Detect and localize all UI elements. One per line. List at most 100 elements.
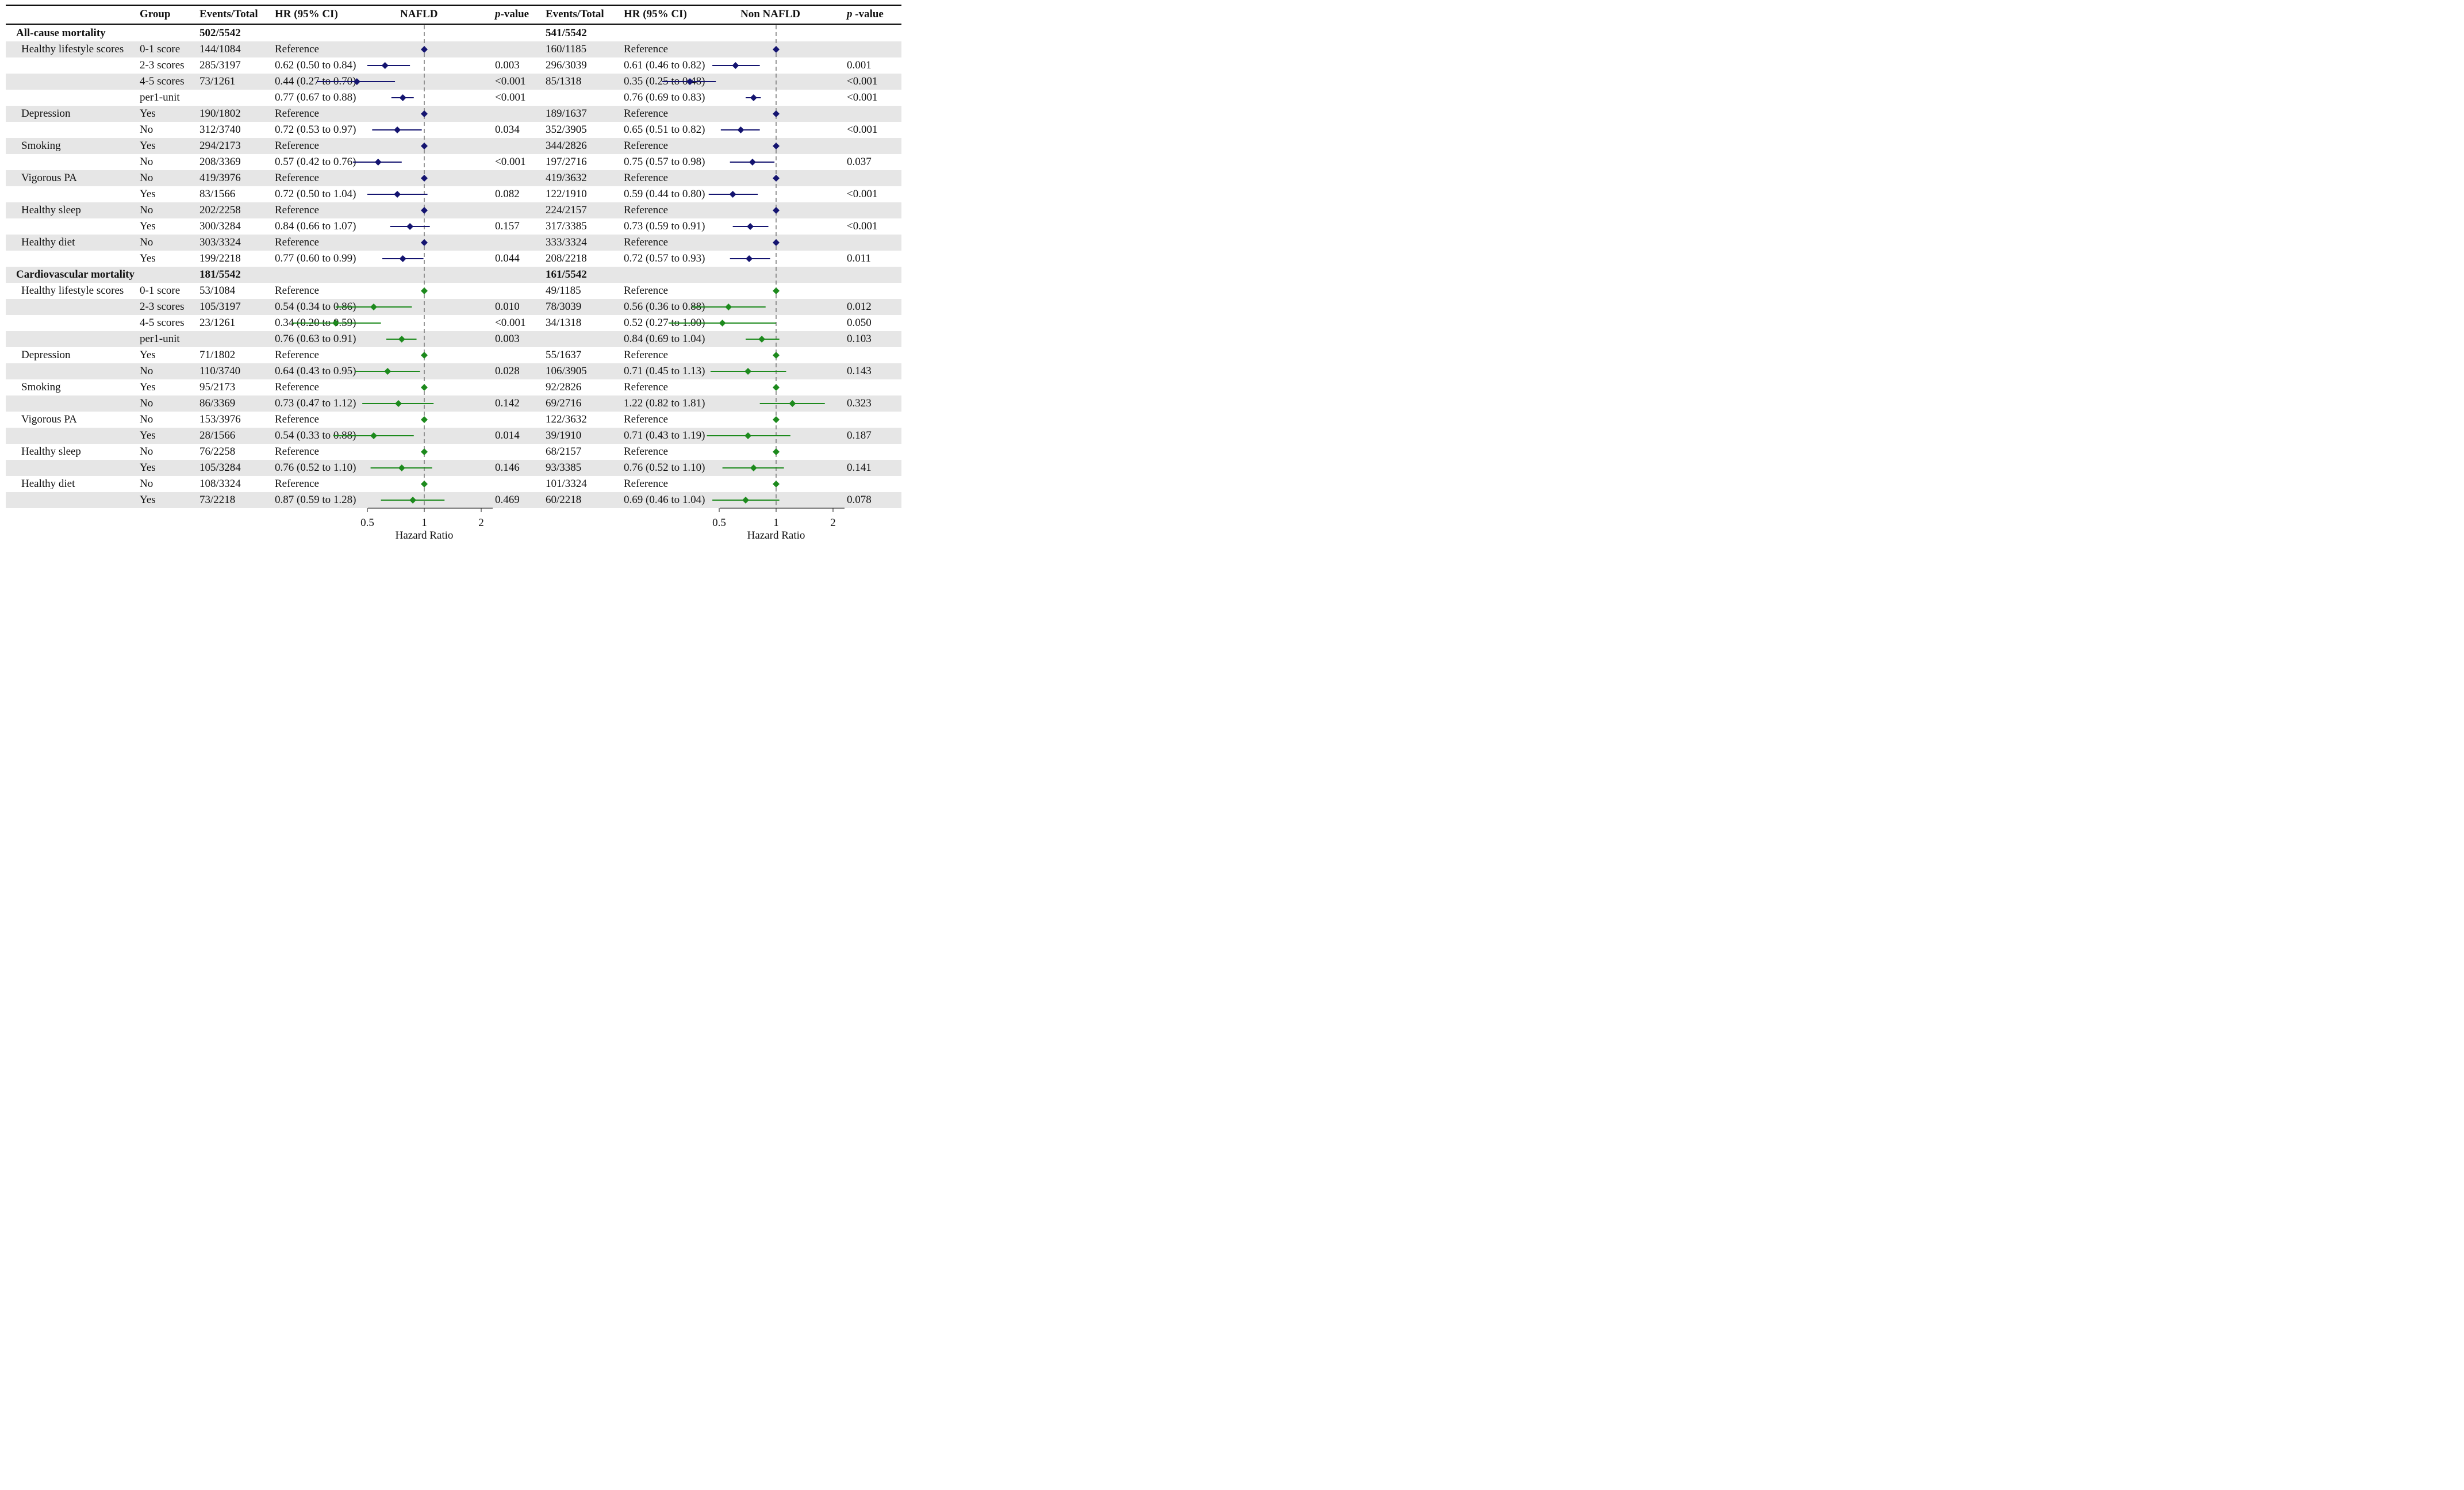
row-band [6,267,901,283]
non-events-cell: 419/3632 [546,172,587,184]
non-events-cell: 78/3039 [546,301,582,313]
non-hr-cell: 0.71 (0.45 to 1.13) [624,365,705,377]
non-nafld-hr-point [732,62,739,69]
row-band [6,395,901,412]
nafld-hr-cell: Reference [275,43,319,55]
nafld-events-cell: 105/3284 [199,462,241,474]
nafld-hr-point [399,255,406,262]
nafld-events-cell: 105/3197 [199,301,241,313]
section-nafld-events: 502/5542 [199,27,241,39]
nafld-hr-point [399,94,406,101]
non-nafld-hr-point [773,384,780,391]
nafld-events-cell: 86/3369 [199,397,236,409]
nafld-events-cell: 73/1261 [199,75,236,87]
non-hr-cell: Reference [624,446,668,458]
group-cell: Yes [140,140,156,152]
nafld-pvalue-cell: 0.469 [495,494,520,506]
non-hr-cell: 0.61 (0.46 to 0.82) [624,59,705,71]
non-pvalue-cell: 0.323 [847,397,872,409]
nafld-pvalue-cell: <0.001 [495,75,526,87]
non-nafld-hr-point [773,352,780,359]
non-nafld-x-axis-label: Hazard Ratio [747,529,805,542]
variable-label: Healthy sleep [21,204,81,216]
non-events-cell: 49/1185 [546,285,581,297]
non-hr-cell: 0.72 (0.57 to 0.93) [624,252,705,264]
nafld-hr-cell: Reference [275,140,319,152]
non-hr-cell: Reference [624,413,668,425]
nafld-events-cell: 110/3740 [199,365,241,377]
nafld-hr-cell: 0.76 (0.63 to 0.91) [275,333,356,345]
nafld-hr-cell: Reference [275,107,319,120]
non-events-cell: 344/2826 [546,140,587,152]
non-nafld-hr-point [773,287,780,294]
nafld-hr-point [394,126,401,133]
nafld-hr-point [406,223,414,230]
group-cell: Yes [140,220,156,232]
non-events-cell: 34/1318 [546,317,582,329]
nafld-hr-cell: 0.87 (0.59 to 1.28) [275,494,356,506]
nafld-pvalue-cell: 0.003 [495,59,520,71]
nafld-pvalue-cell: 0.142 [495,397,520,409]
group-cell: Yes [140,107,156,120]
non-events-cell: 296/3039 [546,59,587,71]
group-cell: Yes [140,462,156,474]
non-pvalue-cell: <0.001 [847,220,878,232]
nafld-events-cell: 108/3324 [199,478,241,490]
section-non-events: 541/5542 [546,27,587,39]
nafld-events-cell: 303/3324 [199,236,241,248]
non-hr-cell: Reference [624,381,668,393]
nafld-hr-cell: 0.72 (0.50 to 1.04) [275,188,356,200]
variable-label: Healthy sleep [21,446,81,458]
nafld-hr-cell: Reference [275,478,319,490]
nafld-events-cell: 73/2218 [199,494,236,506]
nafld-pvalue-cell: 0.082 [495,188,520,200]
row-band [6,106,901,122]
non-hr-cell: 0.52 (0.27 to 1.00) [624,317,705,329]
nafld-hr-point [421,384,428,391]
group-cell: 0-1 score [140,285,181,297]
non-nafld-hr-point [737,126,744,133]
nafld-events-cell: 76/2258 [199,446,236,458]
nafld-pvalue-cell: <0.001 [495,91,526,103]
nafld-events-cell: 285/3197 [199,59,241,71]
nafld-hr-cell: Reference [275,172,319,184]
nafld-pvalue-cell: 0.014 [495,429,520,441]
nafld-tick-label: 1 [421,517,427,529]
non-pvalue-cell: 0.141 [847,462,872,474]
nafld-events-cell: 144/1084 [199,43,241,55]
nafld-tick-label: 0.5 [360,517,374,529]
nafld-pvalue-cell: <0.001 [495,156,526,168]
nafld-hr-cell: Reference [275,446,319,458]
row-band [6,138,901,154]
non-hr-cell: 0.73 (0.59 to 0.91) [624,220,705,232]
nafld-hr-cell: Reference [275,236,319,248]
row-band [6,170,901,186]
nafld-events-cell: 208/3369 [199,156,241,168]
non-nafld-hr-point [719,320,726,327]
non-hr-cell: 1.22 (0.82 to 1.81) [624,397,705,409]
nafld-hr-cell: 0.57 (0.42 to 0.76) [275,156,356,168]
non-hr-cell: Reference [624,236,668,248]
group-cell: No [140,204,153,216]
group-cell: No [140,172,153,184]
group-cell: per1-unit [140,333,180,345]
non-events-cell: 69/2716 [546,397,582,409]
row-band [6,41,901,57]
nafld-hr-cell: Reference [275,381,319,393]
nafld-hr-cell: 0.77 (0.67 to 0.88) [275,91,356,103]
nafld-events-cell: 71/1802 [199,349,236,361]
group-cell: No [140,156,153,168]
non-pvalue-cell: 0.103 [847,333,872,345]
nafld-hr-point [374,159,382,166]
group-cell: 4-5 scores [140,317,185,329]
group-cell: Yes [140,381,156,393]
nafld-hr-cell: 0.54 (0.33 to 0.88) [275,429,356,441]
row-band [6,74,901,90]
nafld-events-cell: 294/2173 [199,140,241,152]
non-events-cell: 93/3385 [546,462,582,474]
header-nafld-plot: NAFLD [400,8,438,20]
non-hr-cell: Reference [624,43,668,55]
group-cell: No [140,236,153,248]
nafld-pvalue-cell: 0.157 [495,220,520,232]
section-non-events: 161/5542 [546,268,587,281]
